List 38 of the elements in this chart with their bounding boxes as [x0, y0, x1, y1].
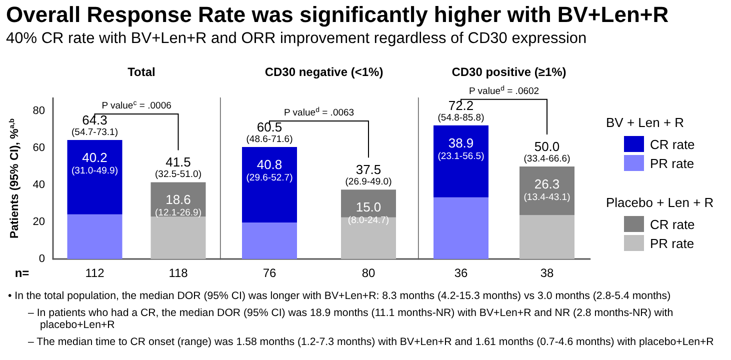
total-label: 72.2 (54.8-85.8) [438, 98, 484, 124]
text: Placebo + Len + R [606, 195, 714, 210]
x-tick-label: 76 [262, 266, 276, 280]
x-tick-label: 80 [362, 266, 376, 280]
y-tick-label: 80 [32, 104, 45, 117]
text: • In the total population, the median DOR (95% CI) was longer with BV+Len+R: 8.3 months (4.2-15.3 months) vs 3.0 months (2.8-5.4 months) [8, 290, 672, 302]
x-axis-title: n= [14, 266, 30, 280]
y-tick-label: 20 [32, 216, 45, 228]
legend-label: CR rate [650, 136, 695, 152]
total-label: 64.3 (54.7-73.1) [72, 112, 118, 138]
legend-label: PR rate [650, 156, 694, 170]
y-tick-label: 0 [38, 253, 45, 265]
y-tick-label: 40 [32, 178, 45, 191]
x-tick-label: 36 [454, 266, 468, 280]
data-label: 18.6 (12.1-26.9) [155, 192, 202, 219]
total-label: 41.5 (32.5-51.0) [155, 154, 202, 180]
text: Overall Response Rate was significantly higher with BV+Len+R [6, 2, 669, 28]
legend-label: PR rate [650, 236, 694, 250]
data-label: 40.8 (29.6-52.7) [246, 157, 293, 184]
total-label: 37.5 (26.9-49.0) [345, 162, 392, 188]
text: – The median time to CR onset (range) was 1.58 months (1.2-7.3 months) with BV+Len+R and 1.61 months (0.7-4.6 months) with placebo+Len+R [28, 336, 715, 348]
x-tick-label: 38 [540, 266, 554, 280]
total-label: 60.5 (48.6-71.6) [246, 120, 293, 146]
x-tick-label: 118 [168, 266, 188, 280]
text: – In patients who had a CR, the median DOR (95% CI) was 18.9 months (11.1 months-NR) with BV+Len+R and NR (2.8 months-NR) with placebo+Len+R [28, 306, 674, 332]
chart-title: CD30 negative (<1%) [264, 65, 384, 79]
chart-title: Total [128, 65, 156, 79]
data-label: 38.9 (23.1-56.5) [438, 135, 484, 162]
chart-title: CD30 positive (≥1%) [452, 65, 566, 79]
legend-label: CR rate [650, 216, 695, 232]
data-label: 26.3 (13.4-43.1) [524, 176, 570, 203]
data-label: 40.2 (31.0-49.9) [72, 150, 118, 177]
x-tick-label: 112 [85, 266, 105, 280]
y-tick-label: 60 [32, 142, 45, 154]
text: 40% CR rate with BV+Len+R and ORR improvement regardless of CD30 expression [6, 30, 588, 48]
text: BV + Len + R [606, 115, 686, 130]
total-label: 50.0 (33.4-66.6) [524, 138, 570, 164]
data-label: 15.0 (8.0-24.7) [348, 200, 390, 226]
